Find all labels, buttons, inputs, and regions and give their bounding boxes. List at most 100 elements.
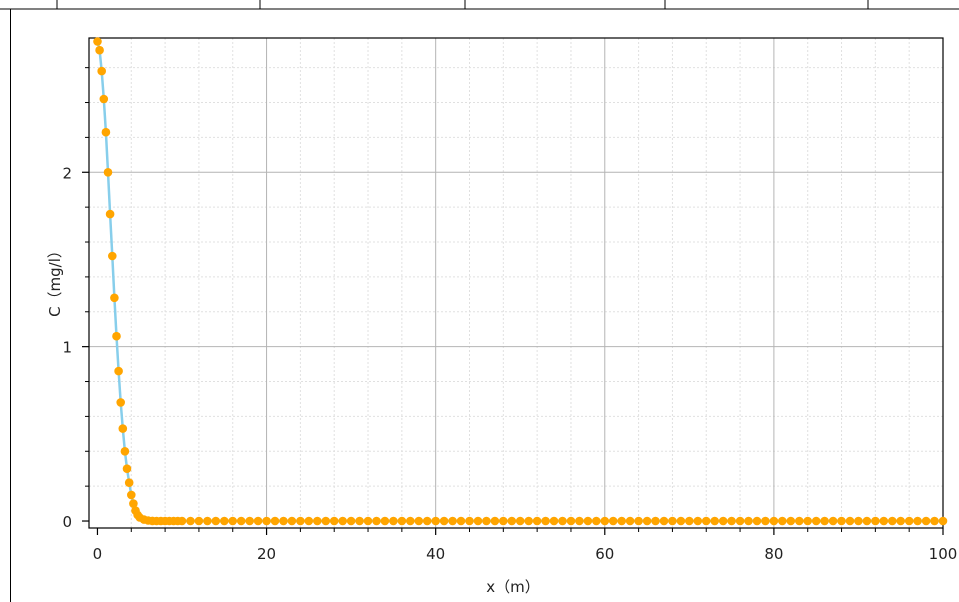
data-point xyxy=(532,516,542,526)
data-point xyxy=(617,516,626,526)
data-point xyxy=(279,516,288,526)
data-point xyxy=(397,516,407,526)
data-point xyxy=(177,516,187,526)
data-point xyxy=(262,516,271,526)
data-point xyxy=(795,516,804,526)
data-point xyxy=(456,516,466,526)
y-tick-label: 1 xyxy=(62,339,72,357)
data-point xyxy=(634,516,643,526)
data-point xyxy=(448,516,457,526)
data-point xyxy=(186,516,195,526)
data-point xyxy=(380,516,390,526)
data-point xyxy=(118,424,128,433)
x-tick-label: 20 xyxy=(257,545,276,563)
x-axis-title: x（m） xyxy=(486,578,540,596)
data-point xyxy=(761,516,770,526)
x-axis-ticks xyxy=(96,528,944,535)
data-point xyxy=(718,516,728,526)
data-point xyxy=(120,447,130,456)
data-point xyxy=(608,516,618,526)
data-point xyxy=(95,45,104,55)
data-point xyxy=(406,516,415,526)
data-point xyxy=(346,516,356,526)
data-point xyxy=(490,516,500,526)
data-point xyxy=(129,499,138,508)
data-point xyxy=(727,516,736,526)
data-point xyxy=(363,516,373,526)
data-point xyxy=(676,516,686,526)
data-point xyxy=(245,516,254,526)
data-point xyxy=(287,516,297,526)
data-point xyxy=(515,516,525,526)
data-point xyxy=(116,398,125,407)
data-point xyxy=(752,516,762,526)
data-point xyxy=(372,516,381,526)
data-point xyxy=(837,516,846,526)
data-point xyxy=(422,516,432,526)
data-point xyxy=(549,516,559,526)
data-point xyxy=(913,516,922,526)
data-point xyxy=(888,516,897,526)
data-point xyxy=(482,516,491,526)
y-axis-title: C（mg/l） xyxy=(46,243,64,317)
data-point xyxy=(304,516,314,526)
y-tick-labels: 0 1 2 xyxy=(62,164,72,531)
data-point xyxy=(110,293,119,303)
major-grid xyxy=(89,38,944,528)
x-tick-label: 60 xyxy=(595,545,614,563)
data-point xyxy=(524,516,533,526)
data-point xyxy=(321,516,331,526)
data-point xyxy=(122,464,132,474)
data-point xyxy=(854,516,863,526)
data-point xyxy=(203,516,212,526)
data-point xyxy=(668,516,677,526)
data-point xyxy=(896,516,905,526)
data-point xyxy=(845,516,855,526)
data-point xyxy=(228,516,237,526)
data-point xyxy=(465,516,474,526)
data-point xyxy=(862,516,872,526)
data-point xyxy=(101,127,111,137)
data-point xyxy=(879,516,889,526)
x-tick-label: 80 xyxy=(764,545,783,563)
data-point xyxy=(253,516,263,526)
data-point xyxy=(313,516,322,526)
data-point xyxy=(220,516,229,526)
data-point xyxy=(112,331,121,341)
data-point xyxy=(541,516,550,526)
x-tick-label: 100 xyxy=(929,545,958,563)
data-point xyxy=(769,516,779,526)
y-tick-label: 2 xyxy=(62,164,72,182)
data-point xyxy=(507,516,517,526)
minor-grid xyxy=(89,38,943,528)
data-point xyxy=(296,516,305,526)
y-tick-label: 0 xyxy=(62,513,72,531)
data-point xyxy=(270,516,280,526)
data-point xyxy=(904,516,914,526)
data-point xyxy=(693,516,703,526)
data-point xyxy=(600,516,610,526)
data-point xyxy=(236,516,246,526)
data-point xyxy=(820,516,829,526)
data-point xyxy=(127,490,136,500)
data-point xyxy=(93,37,102,46)
data-point xyxy=(651,516,660,526)
x-tick-label: 40 xyxy=(426,545,445,563)
data-point xyxy=(439,516,449,526)
data-point xyxy=(99,94,109,104)
data-point xyxy=(642,516,652,526)
data-point xyxy=(499,516,508,526)
y-axis-ticks xyxy=(82,67,89,522)
data-point xyxy=(355,516,364,526)
data-point xyxy=(473,516,483,526)
series-line xyxy=(96,41,943,523)
data-point xyxy=(828,516,838,526)
data-point xyxy=(194,516,204,526)
data-point xyxy=(625,516,635,526)
data-point xyxy=(108,251,117,261)
data-point xyxy=(811,516,821,526)
data-point xyxy=(778,516,787,526)
data-point xyxy=(575,516,584,526)
